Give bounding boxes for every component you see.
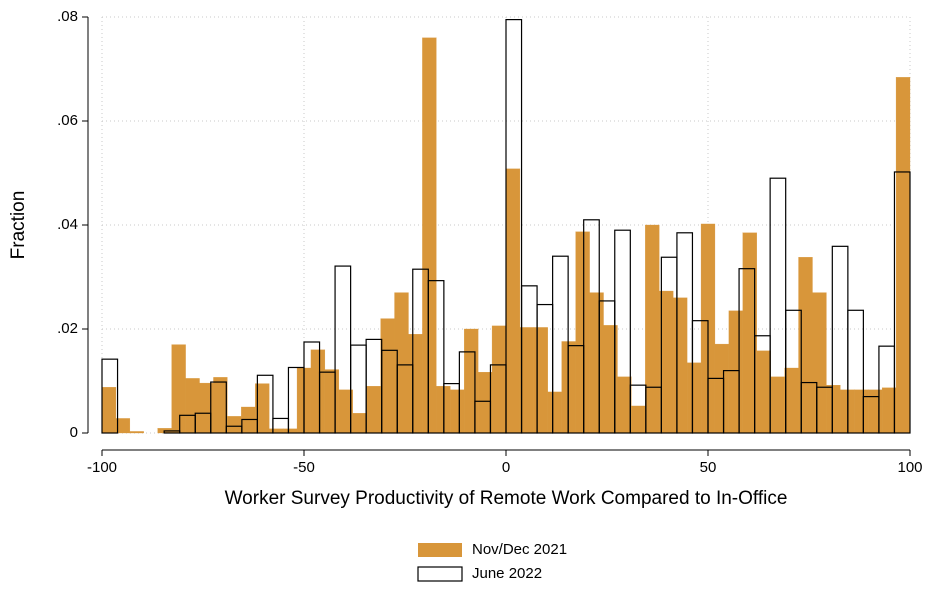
histogram-bar xyxy=(784,367,799,434)
histogram-bar xyxy=(310,349,326,434)
histogram-bar xyxy=(129,431,144,434)
y-tick-label: .06 xyxy=(57,112,78,129)
x-axis-title: Worker Survey Productivity of Remote Wor… xyxy=(225,488,788,509)
histogram-bar xyxy=(895,77,911,434)
legend-label: Nov/Dec 2021 xyxy=(472,541,567,558)
x-tick-label: -100 xyxy=(87,459,117,476)
x-tick-label: -50 xyxy=(293,459,315,476)
x-tick-label: 0 xyxy=(502,459,510,476)
histogram-bar xyxy=(282,428,298,434)
legend-swatch xyxy=(417,566,463,582)
legend-label: June 2022 xyxy=(472,565,542,582)
histogram-bar xyxy=(575,231,590,434)
histogram-bar xyxy=(505,168,521,434)
histogram-bar xyxy=(213,377,228,434)
histogram-bar xyxy=(826,385,841,434)
histogram-bar xyxy=(617,376,632,434)
histogram-bar xyxy=(352,413,367,434)
histogram-bar xyxy=(552,255,569,434)
histogram-bar xyxy=(798,257,813,434)
histogram-bar xyxy=(269,428,284,434)
y-tick-label: .04 xyxy=(57,216,78,233)
histogram-bar xyxy=(427,280,445,434)
histogram-bar xyxy=(227,416,242,434)
histogram-bar xyxy=(101,387,117,434)
y-axis-title: Fraction xyxy=(8,191,29,260)
histogram-bar xyxy=(714,343,730,434)
histogram-bar xyxy=(769,177,787,434)
histogram-bar xyxy=(199,382,214,434)
histogram-bar xyxy=(324,369,339,434)
histogram-bar xyxy=(614,229,631,434)
histogram-bar xyxy=(458,351,476,434)
y-tick-label: 0 xyxy=(70,424,78,441)
y-tick-label: .08 xyxy=(57,8,78,25)
histogram-bar xyxy=(645,224,660,434)
x-tick-label: 100 xyxy=(897,459,922,476)
histogram-bar xyxy=(394,292,409,434)
histogram-bar xyxy=(847,309,864,434)
histogram-bar xyxy=(422,37,437,434)
histogram-bar xyxy=(505,19,523,434)
histogram-bar xyxy=(547,391,562,434)
histogram-bar xyxy=(770,376,785,434)
histogram-bar xyxy=(366,386,381,434)
histogram-bar xyxy=(533,327,548,434)
x-tick-label: 50 xyxy=(700,459,717,476)
histogram-bar xyxy=(380,318,395,434)
histogram-bar xyxy=(210,381,227,434)
histogram-bar xyxy=(115,418,131,434)
histogram-bar xyxy=(408,334,423,434)
histogram-bar xyxy=(256,374,274,434)
histogram-bar xyxy=(101,358,119,434)
histogram-bar xyxy=(691,320,709,434)
histogram-bar xyxy=(893,171,911,434)
histogram-bar xyxy=(728,310,743,434)
histogram-bar xyxy=(686,362,702,434)
histogram-bar xyxy=(491,325,507,434)
histogram-bar xyxy=(589,292,604,434)
histogram-bar xyxy=(464,328,479,434)
histogram-bar xyxy=(756,350,771,434)
histogram-bar xyxy=(812,292,827,434)
histogram-bar xyxy=(185,378,200,434)
histogram-bar xyxy=(603,325,618,434)
histogram-bar xyxy=(673,297,688,434)
histogram-bar xyxy=(171,344,186,434)
histogram-bar xyxy=(631,405,646,434)
histogram-bar xyxy=(785,309,802,434)
histogram-bar xyxy=(450,389,465,434)
y-tick-label: .02 xyxy=(57,320,78,337)
legend-swatch xyxy=(418,543,462,557)
